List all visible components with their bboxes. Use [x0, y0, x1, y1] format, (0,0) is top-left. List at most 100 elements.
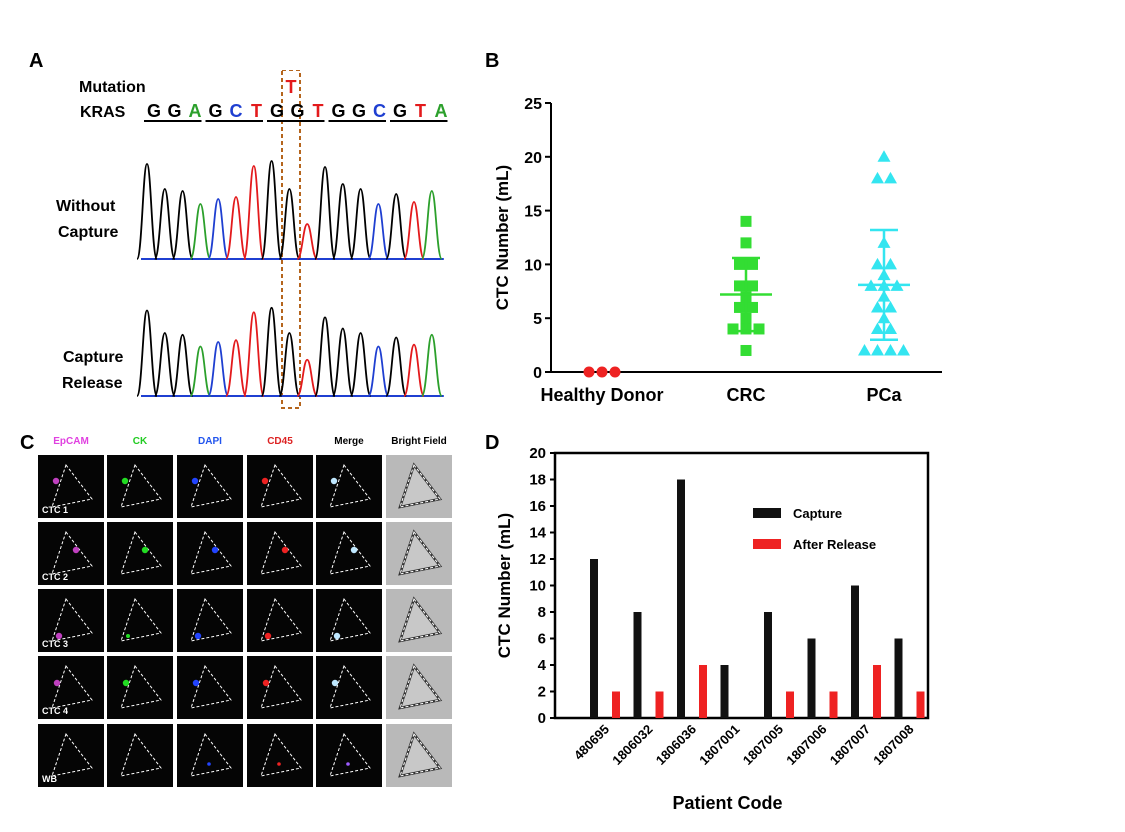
- sequence-base: A: [189, 101, 202, 121]
- b-point: [740, 215, 752, 227]
- d-legend-label: Capture: [793, 506, 842, 521]
- panel-c-letter: C: [20, 432, 35, 454]
- b-point: [884, 343, 897, 356]
- c-trap-dashed: [51, 530, 93, 575]
- c-trap-dashed: [399, 732, 441, 777]
- trace-peak: [367, 203, 390, 260]
- c-trap-dashed: [190, 732, 232, 777]
- d-bar: [720, 665, 729, 718]
- c-image-epcam: CTC 2: [38, 522, 104, 585]
- c-image-epcam: CTC 3: [38, 589, 104, 652]
- trace-peak: [260, 306, 283, 397]
- trace-peak: [189, 345, 212, 397]
- c-trap-dashed: [260, 664, 302, 709]
- d-x-tick-label: 1806036: [653, 722, 699, 768]
- c-image-dapi: [177, 724, 243, 787]
- c-column-header-brightfield: Bright Field: [391, 436, 447, 447]
- d-x-tick-label: 1806032: [609, 722, 655, 768]
- b-point: [884, 257, 897, 270]
- c-column-header-epcam: EpCAM: [53, 436, 89, 447]
- d-bar: [851, 585, 859, 718]
- d-bar: [807, 638, 816, 718]
- c-image-merge: [316, 455, 382, 518]
- c-trap-dashed: [120, 597, 162, 642]
- c-trap-dashed: [329, 463, 371, 508]
- chromatogram-capture-release: [136, 306, 444, 397]
- d-bar: [786, 691, 794, 718]
- c-image-brightfield: [386, 522, 452, 585]
- b-point: [884, 300, 897, 313]
- c-trap-dashed: [190, 664, 232, 709]
- c-image-brightfield: [386, 589, 452, 652]
- b-point: [877, 150, 891, 162]
- c-cell-signal: [264, 632, 272, 640]
- c-image-epcam: CTC 4: [38, 656, 104, 719]
- c-trap-dashed: [329, 664, 371, 709]
- sequence-base: T: [251, 101, 262, 121]
- c-trap-dashed: [120, 732, 162, 777]
- trace-peak: [314, 316, 336, 397]
- c-image-cd45: [247, 522, 313, 585]
- sequence-base: G: [167, 101, 181, 121]
- trace2-label-line2: Release: [62, 375, 123, 392]
- trace-peak: [367, 345, 390, 397]
- d-y-tick-label: 4: [538, 657, 547, 674]
- c-image-ck: [107, 455, 173, 518]
- c-cell-signal: [55, 632, 63, 640]
- d-x-tick-label: 1807008: [870, 722, 916, 768]
- trace1-label-line2: Capture: [58, 224, 119, 241]
- d-y-tick-label: 16: [529, 498, 546, 515]
- d-plot-frame: [553, 451, 930, 720]
- d-bar: [916, 691, 925, 718]
- trace-peak: [385, 336, 408, 397]
- trace-peak: [420, 333, 443, 397]
- c-image-ck: [107, 724, 173, 787]
- c-trap-dashed: [329, 597, 371, 642]
- d-bar: [612, 691, 620, 718]
- c-image-dapi: [177, 522, 243, 585]
- trace-peak: [225, 196, 247, 260]
- c-cell-signal: [281, 546, 289, 554]
- c-image-cd45: [247, 656, 313, 719]
- c-trap-dashed: [120, 530, 162, 575]
- d-bar: [894, 638, 903, 718]
- b-point: [871, 322, 884, 334]
- c-cell-signal: [121, 477, 129, 485]
- b-y-tick-label: 25: [524, 96, 542, 113]
- c-row-label: CTC 2: [42, 572, 69, 582]
- c-cell-signal: [192, 679, 200, 687]
- b-point: [596, 366, 608, 378]
- trace-peak: [420, 190, 443, 260]
- d-bar: [633, 612, 642, 718]
- d-y-tick-label: 20: [529, 445, 546, 462]
- trace-peak: [207, 341, 230, 397]
- b-point: [740, 237, 752, 249]
- c-trap-dashed: [190, 597, 232, 642]
- c-trap-dashed: [120, 664, 162, 709]
- b-y-tick-label: 5: [533, 311, 542, 328]
- d-x-tick-label: 1807001: [696, 722, 742, 768]
- sequence-base: G: [147, 101, 161, 121]
- trace-peak: [242, 165, 265, 260]
- b-point: [609, 366, 621, 378]
- b-category-label: Healthy Donor: [540, 385, 663, 405]
- trace-peak: [385, 193, 408, 260]
- c-trap-dashed: [190, 530, 232, 575]
- c-trap-dashed: [190, 463, 232, 508]
- c-cell-signal: [330, 477, 338, 485]
- panel-b-letter: B: [485, 50, 500, 72]
- c-trap-dashed: [329, 732, 371, 777]
- c-row-label: CTC 4: [42, 706, 69, 716]
- sequence-base: G: [331, 101, 345, 121]
- trace-peak: [278, 332, 301, 397]
- c-column-header-merge: Merge: [334, 436, 364, 447]
- c-image-epcam: CTC 1: [38, 455, 104, 518]
- b-point: [734, 258, 745, 270]
- trace-peak: [314, 166, 336, 260]
- c-cell-signal: [346, 762, 350, 766]
- c-image-epcam: WB: [38, 724, 104, 787]
- fluorescence-image-grid: EpCAM CK DAPI CD45 Merge Bright Field CTC 1 CTC…: [38, 436, 456, 808]
- c-image-cd45: [247, 589, 313, 652]
- b-y-tick-label: 10: [524, 257, 542, 274]
